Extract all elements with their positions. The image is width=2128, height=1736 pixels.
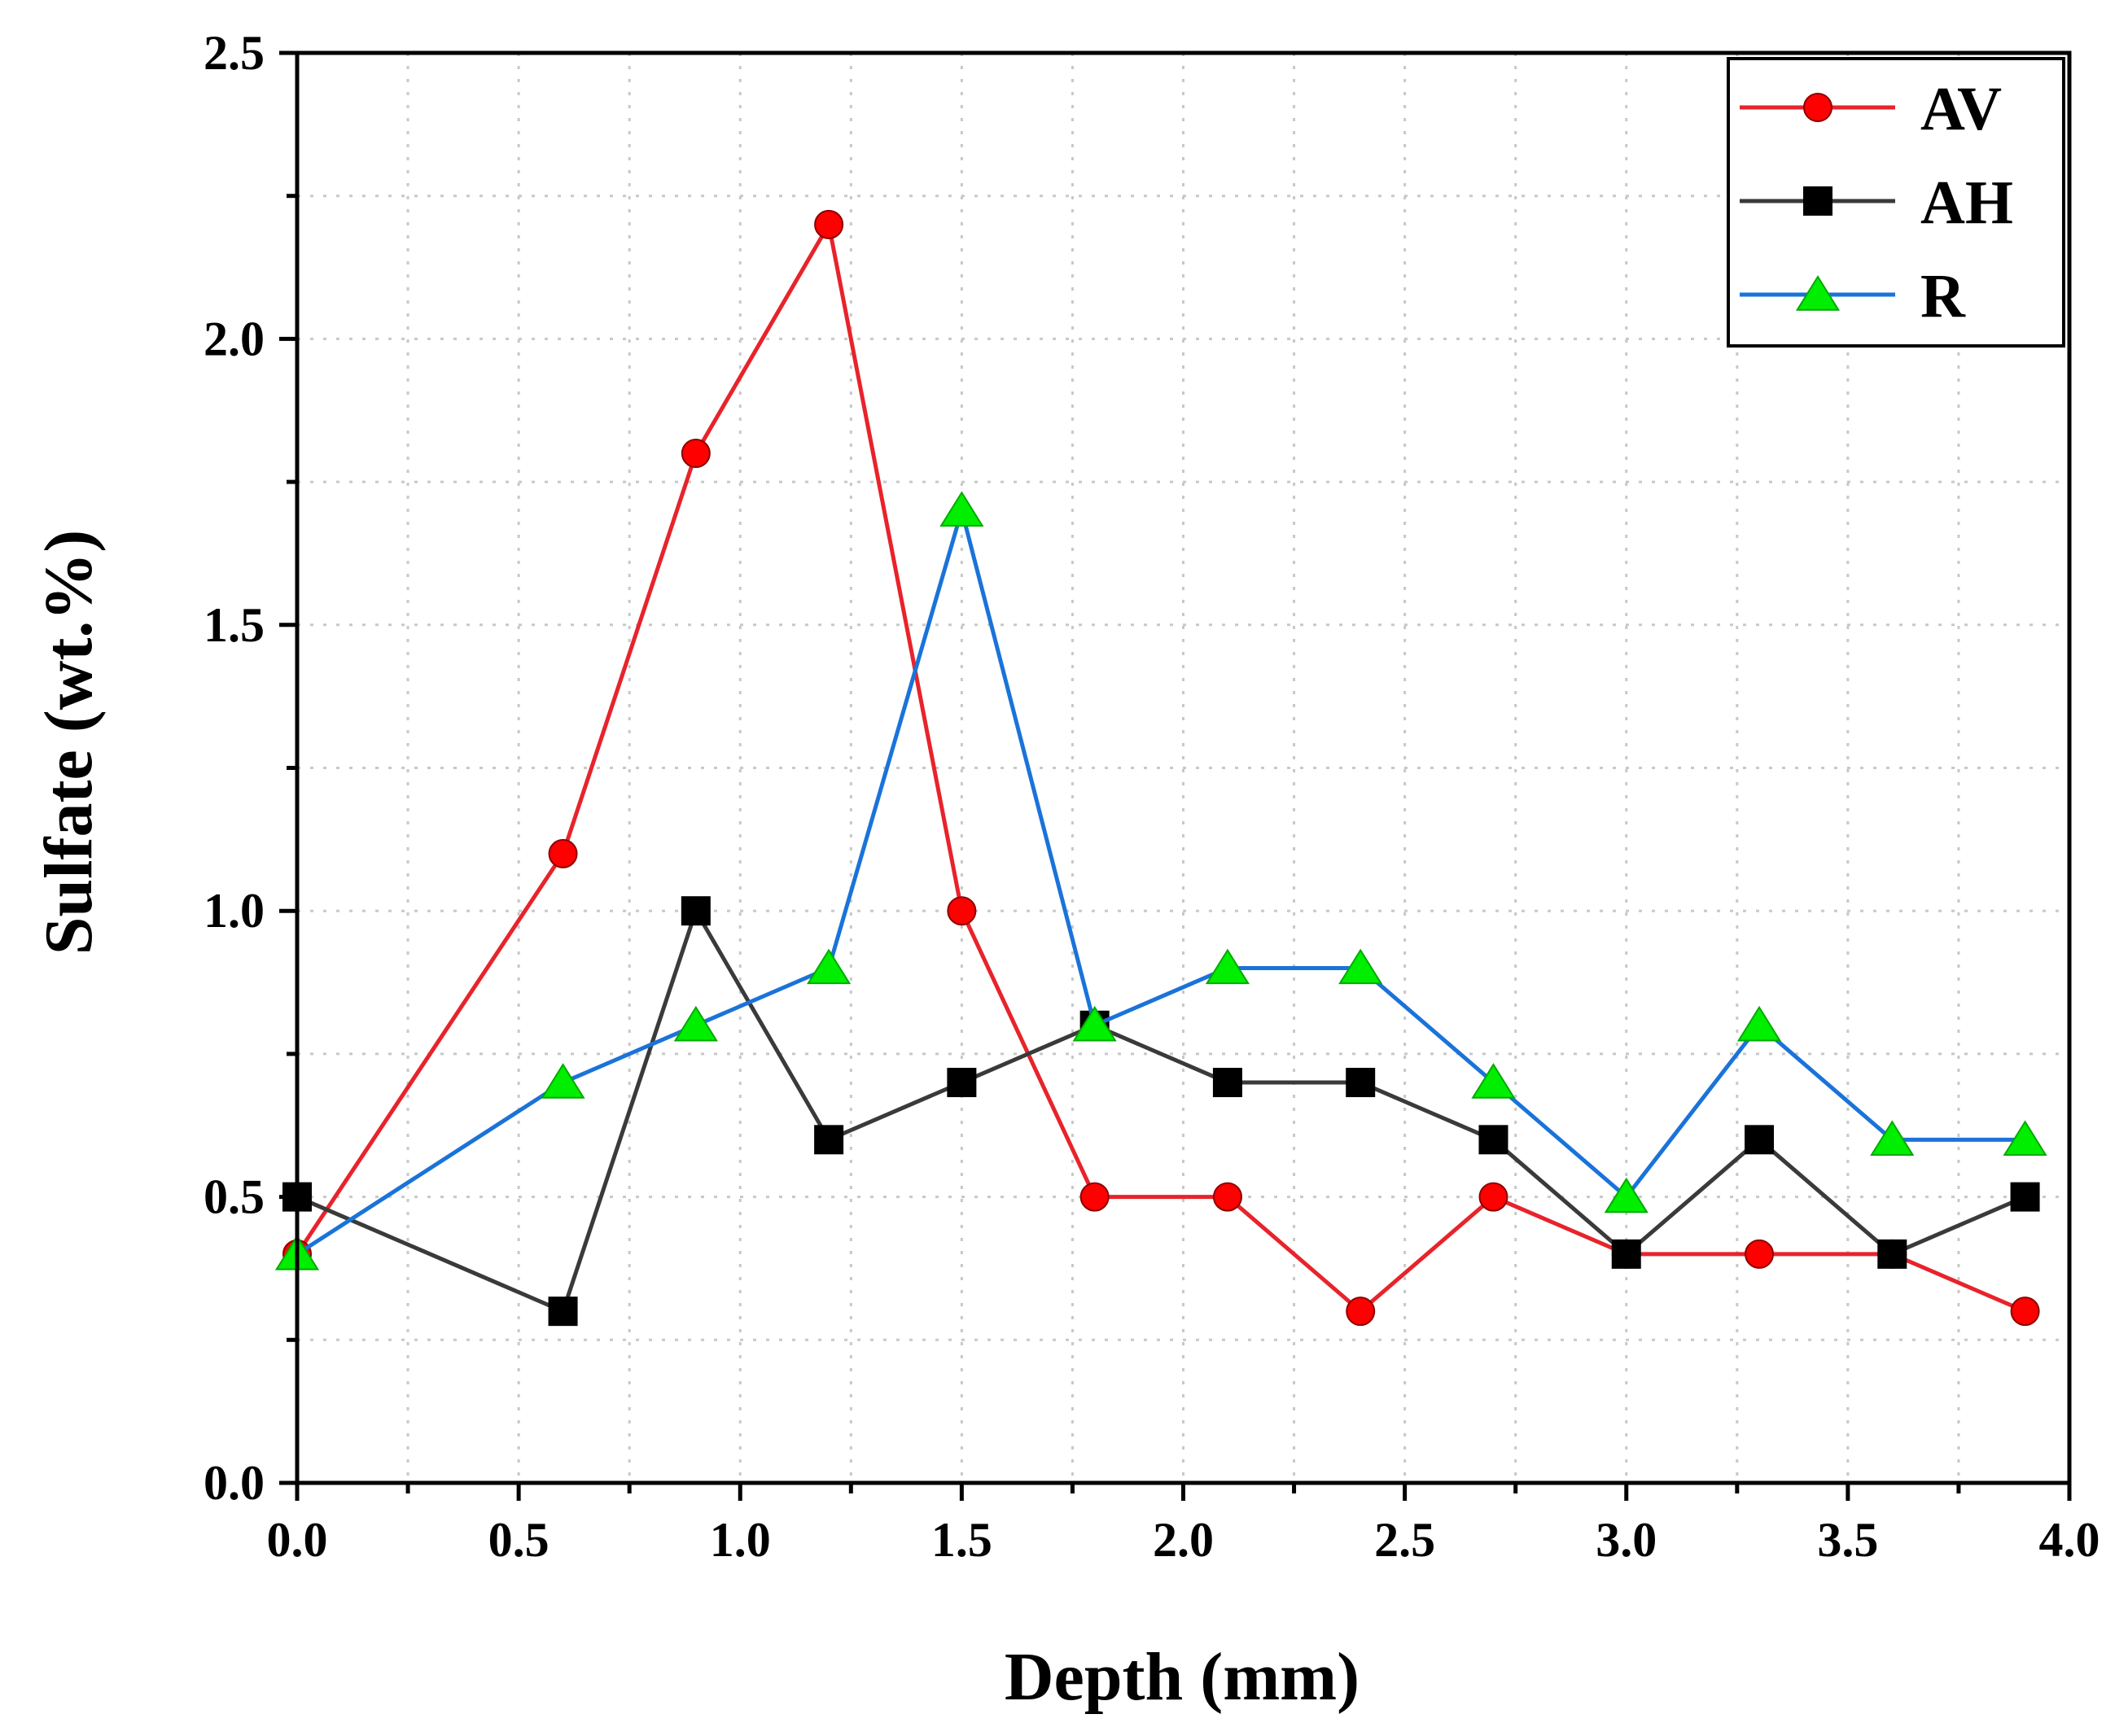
axes [279, 50, 2072, 1501]
legend-item-av: AV [1740, 75, 2002, 143]
x-tick-label: 0.0 [267, 1513, 328, 1567]
data-point-ah [814, 1125, 844, 1155]
legend: AV AH R [1727, 57, 2065, 348]
y-tick-label: 2.0 [204, 312, 265, 365]
data-point-av [1346, 1297, 1376, 1327]
data-point-ah [1478, 1125, 1508, 1155]
legend-marker-r [1795, 275, 1841, 311]
y-tick-label: 0.0 [204, 1456, 265, 1510]
legend-label: AV [1920, 75, 2002, 143]
tick-labels: 0.0 0.5 1.0 1.5 2.0 2.5 3.0 3.5 4.0 0.0 0.5 1.0 1.5 2… [204, 26, 2100, 1567]
series-layer [274, 209, 2047, 1327]
data-point-ah [548, 1297, 578, 1327]
legend-marker-ah [1803, 186, 1832, 216]
x-tick-label: 1.0 [710, 1513, 771, 1567]
data-point-r [541, 1063, 585, 1099]
y-tick-label: 1.0 [204, 884, 265, 938]
data-point-ah [1212, 1068, 1242, 1098]
y-tick-label: 0.5 [204, 1170, 265, 1224]
data-point-r [1205, 948, 1250, 985]
x-tick-label: 3.5 [1817, 1513, 1878, 1567]
data-point-r [1338, 948, 1383, 985]
x-tick-label: 0.5 [488, 1513, 550, 1567]
data-point-r [1471, 1063, 1516, 1099]
data-point-r [1870, 1120, 1915, 1157]
y-axis-title: Sulfate (wt.%) [31, 530, 107, 955]
x-axis-title: Depth (mm) [1005, 1639, 1360, 1715]
data-point-r [939, 491, 984, 527]
data-point-av [947, 896, 977, 926]
x-tick-label: 2.0 [1153, 1513, 1214, 1567]
series-ah [282, 896, 2040, 1327]
data-point-av [548, 838, 578, 868]
data-point-av [1212, 1182, 1242, 1212]
data-point-ah [1346, 1068, 1376, 1098]
data-point-r [1072, 1005, 1117, 1042]
x-tick-label: 4.0 [2039, 1513, 2100, 1567]
legend-label: R [1920, 262, 1966, 330]
data-point-ah [2010, 1182, 2040, 1212]
legend-label: AH [1920, 168, 2013, 237]
data-point-av [2010, 1297, 2040, 1327]
data-point-av [814, 209, 844, 239]
data-point-r [807, 948, 852, 985]
data-point-r [2003, 1120, 2047, 1157]
legend-item-ah: AH [1740, 168, 2013, 237]
data-point-ah [1611, 1239, 1641, 1269]
data-point-av [1745, 1239, 1775, 1269]
x-tick-label: 3.0 [1596, 1513, 1657, 1567]
data-point-r [1604, 1177, 1649, 1213]
data-point-ah [1745, 1125, 1775, 1155]
legend-item-r: R [1740, 262, 1966, 330]
legend-marker-av [1803, 93, 1832, 122]
data-point-ah [1877, 1239, 1907, 1269]
data-point-r [1736, 1005, 1782, 1042]
data-point-ah [681, 896, 711, 926]
x-tick-label: 2.5 [1374, 1513, 1435, 1567]
data-point-av [681, 438, 711, 468]
data-point-ah [947, 1068, 977, 1098]
data-point-av [1478, 1182, 1508, 1212]
y-tick-label: 2.5 [204, 26, 265, 80]
series-r [274, 491, 2047, 1270]
data-point-av [1079, 1182, 1110, 1212]
y-tick-label: 1.5 [204, 598, 265, 652]
data-point-r [673, 1005, 718, 1042]
x-tick-label: 1.5 [931, 1513, 992, 1567]
